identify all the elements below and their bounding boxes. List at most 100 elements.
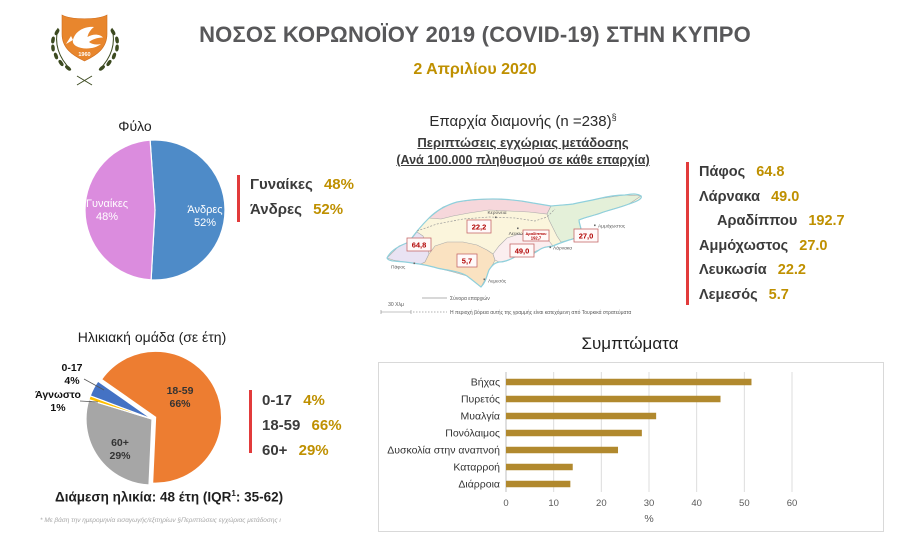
symptom-bar [506,395,721,403]
town-pafos: Πάφος [391,264,406,271]
map-value-pafos: 64,8 [406,237,432,252]
age-chart-title: Ηλικιακή ομάδα (σε έτη) [77,329,227,345]
town-dot-kyrenia [495,216,497,219]
category-label: Πονόλαιμος [445,428,500,440]
cyprus-map: Κερύνεια Λευκωσία Αμμόχωστος Λάρνακα Πάφ… [380,193,642,316]
legend-item: Γυναίκες 48% [250,172,354,197]
symptom-bar [506,378,752,386]
gender-pie-chart: Γυναίκες 48% Άνδρες 52% [84,138,226,283]
svg-text:22,2: 22,2 [472,223,487,232]
town-dot-nicosia [517,227,519,230]
district-row: Πάφος 64.8 [699,164,785,180]
x-tick-label: 40 [691,498,702,509]
map-title-text: Επαρχία διαμονής (n =238) [429,113,612,130]
pie-label-0-17: 0-17 4% [61,362,83,387]
emblem-year: 1960 [78,52,90,58]
map-subtitle-1: Περιπτώσεις εγχώριας μετάδοσης [417,135,629,150]
scale-bar [380,310,412,314]
town-dot-pafos [413,262,416,265]
cyprus-emblem: 1960 [51,14,119,86]
town-labels: Κερύνεια Λευκωσία Αμμόχωστος Λάρνακα Πάφ… [391,209,626,285]
dove-tail [66,36,73,44]
district-list-accent-line [686,162,689,305]
district-row: Λευκωσία 22.2 [699,262,806,278]
category-label: Δυσκολία στην αναπνοή [387,445,500,457]
svg-text:192,7: 192,7 [531,235,542,240]
town-kyrenia: Κερύνεια [487,209,506,216]
median-age-note: Διάμεση ηλικία: 48 έτη (IQR1: 35-62) [55,489,284,505]
leader-line-unknown [79,400,99,403]
map-legend: 30 Χλμ Σύνορα επαρχιών Η περιοχή βόρεια … [380,295,631,316]
category-label: Καταρροή [453,462,500,474]
olive-branches [51,27,119,86]
svg-text:27,0: 27,0 [579,232,594,241]
age-legend: 0-17 4% 18-59 66% 60+ 29% [262,388,342,463]
x-tick-label: 30 [644,498,655,509]
age-legend-accent-line [249,390,252,453]
district-row: Λεμεσός 5.7 [699,286,789,303]
x-tick-label: 20 [596,498,607,509]
svg-text:64,8: 64,8 [412,241,427,250]
map-value-aradippou: Αραδίππου 192,7 [522,229,550,242]
symptoms-chart-title: Συμπτώματα [581,334,679,353]
legend-label: Άνδρες [250,201,302,218]
gender-legend-accent-line [237,175,240,222]
x-axis-label: % [644,513,653,525]
symptom-bar [506,446,619,454]
legend-borders-label: Σύνορα επαρχιών [450,295,490,302]
pie-slice-60+ [85,398,153,486]
pie-slice-Γυναίκες [84,139,156,281]
legend-value: 48% [323,176,354,193]
gender-pie-svg [84,139,226,281]
svg-text:Αραδίππου: Αραδίππου [525,232,547,236]
district-row: Λάρνακα 49.0 [699,188,800,205]
symptoms-chart: Βήχας Πυρετός Μυαλγία Πονόλαιμος Δυσκολία στ… [378,362,884,532]
category-label: Πυρετός [461,394,500,406]
x-tick-label: 50 [739,498,750,509]
pie-label-unknown: Άγνωστο 1% [35,389,81,414]
legend-value: 52% [313,201,344,218]
x-tick-label: 10 [548,498,559,509]
x-tick-label: 0 [503,498,508,509]
age-pie-svg [79,350,223,486]
pie-slice-18-59 [100,350,223,484]
legend-item: Άνδρες 52% [250,197,354,222]
town-larnaca: Λάρνακα [553,245,572,252]
svg-text:5,7: 5,7 [462,257,472,266]
pie-slice-Άνδρες [149,139,226,281]
legend-item: 18-59 66% [262,417,342,434]
category-label: Μυαλγία [461,411,500,423]
scale-label: 30 Χλμ [388,302,404,308]
x-tick-label: 60 [787,498,798,509]
pie-slice-0-17 [89,380,153,420]
footnote: * Με βάση την ημερομηνία εισαγωγής/εξιτη… [40,517,281,524]
town-dot-famagusta [594,224,596,227]
town-dot-limassol [483,278,486,281]
page-title: ΝΟΣΟΣ ΚΟΡΩΝΟΪΟΥ 2019 (COVID-19) ΣΤΗΝ ΚΥΠ… [199,22,751,47]
leader-lines [79,378,105,403]
pie-label-18-59: 18-59 66% [166,385,194,410]
map-value-limassol: 5,7 [456,253,478,268]
occupied-line [416,208,556,232]
map-value-nicosia: 22,2 [466,219,492,234]
gender-chart-title: Φύλο [118,118,152,134]
pie-label-60plus: 60+ 29% [109,437,131,462]
map-value-famagusta: 27,0 [573,228,599,243]
coastline [386,193,642,288]
district-row: Αμμόχωστος 27.0 [699,237,828,254]
age-pie-chart: 0-17 4% Άγνωστο 1% 18-59 66% 60+ 29% [30,345,230,495]
district-row: Αραδίππου 192.7 [717,213,845,229]
town-famagusta: Αμμόχωστος [598,223,626,230]
svg-text:49,0: 49,0 [515,247,530,256]
legend-occupied-label: Η περιοχή βόρεια αυτής της γραμμής είναι… [450,309,631,316]
dove-icon [72,26,103,49]
category-label: Βήχας [471,377,500,389]
map-title: Επαρχία διαμονής (n =238)§ [370,112,676,130]
legend-item: 60+ 29% [262,442,329,459]
town-dot-larnaca [549,246,552,249]
symptom-bar [506,429,642,437]
symptom-bar [506,463,573,471]
district-list: Πάφος 64.8 Λάρνακα 49.0 Αραδίππου 192.7 … [699,160,845,307]
town-limassol: Λεμεσός [488,278,507,285]
symptom-bar [506,480,571,488]
